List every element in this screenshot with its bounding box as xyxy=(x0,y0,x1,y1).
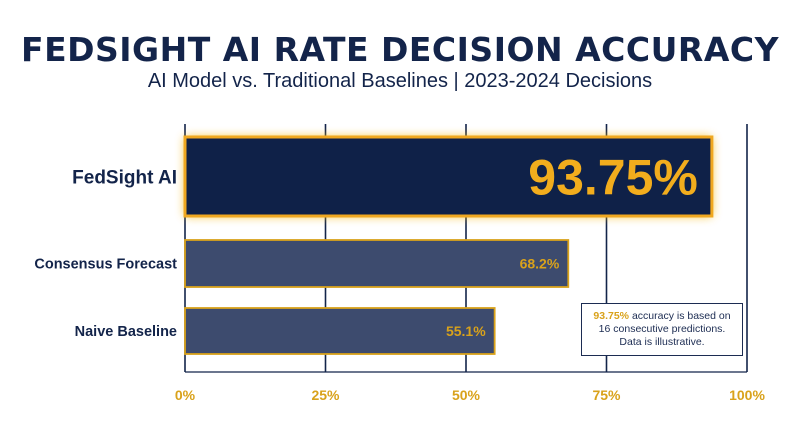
value-label: 55.1% xyxy=(446,323,486,339)
bar xyxy=(184,239,570,288)
accuracy-note: 93.75% accuracy is based on 16 consecuti… xyxy=(581,303,743,356)
bar xyxy=(183,135,714,218)
x-tick-label: 25% xyxy=(311,387,340,403)
chart-subtitle: AI Model vs. Traditional Baselines | 202… xyxy=(147,70,653,92)
note-text-2: 16 consecutive predictions. xyxy=(598,323,726,335)
category-label: Naive Baseline xyxy=(75,324,177,340)
x-tick-label: 75% xyxy=(592,387,621,403)
x-tick-label: 100% xyxy=(729,387,765,403)
bar xyxy=(184,307,496,355)
x-tick-label: 50% xyxy=(452,387,481,403)
chart-title: FEDSIGHT AI RATE DECISION ACCURACY xyxy=(21,30,779,69)
note-highlight: 93.75% xyxy=(593,310,630,322)
value-label: 68.2% xyxy=(520,256,560,272)
category-label: Consensus Forecast xyxy=(34,257,177,273)
note-text-3: Data is illustrative. xyxy=(619,336,705,348)
value-label: 93.75% xyxy=(528,150,698,206)
category-label: FedSight AI xyxy=(72,167,177,188)
x-tick-label: 0% xyxy=(175,387,196,403)
note-text-1: accuracy is based on xyxy=(629,310,731,322)
